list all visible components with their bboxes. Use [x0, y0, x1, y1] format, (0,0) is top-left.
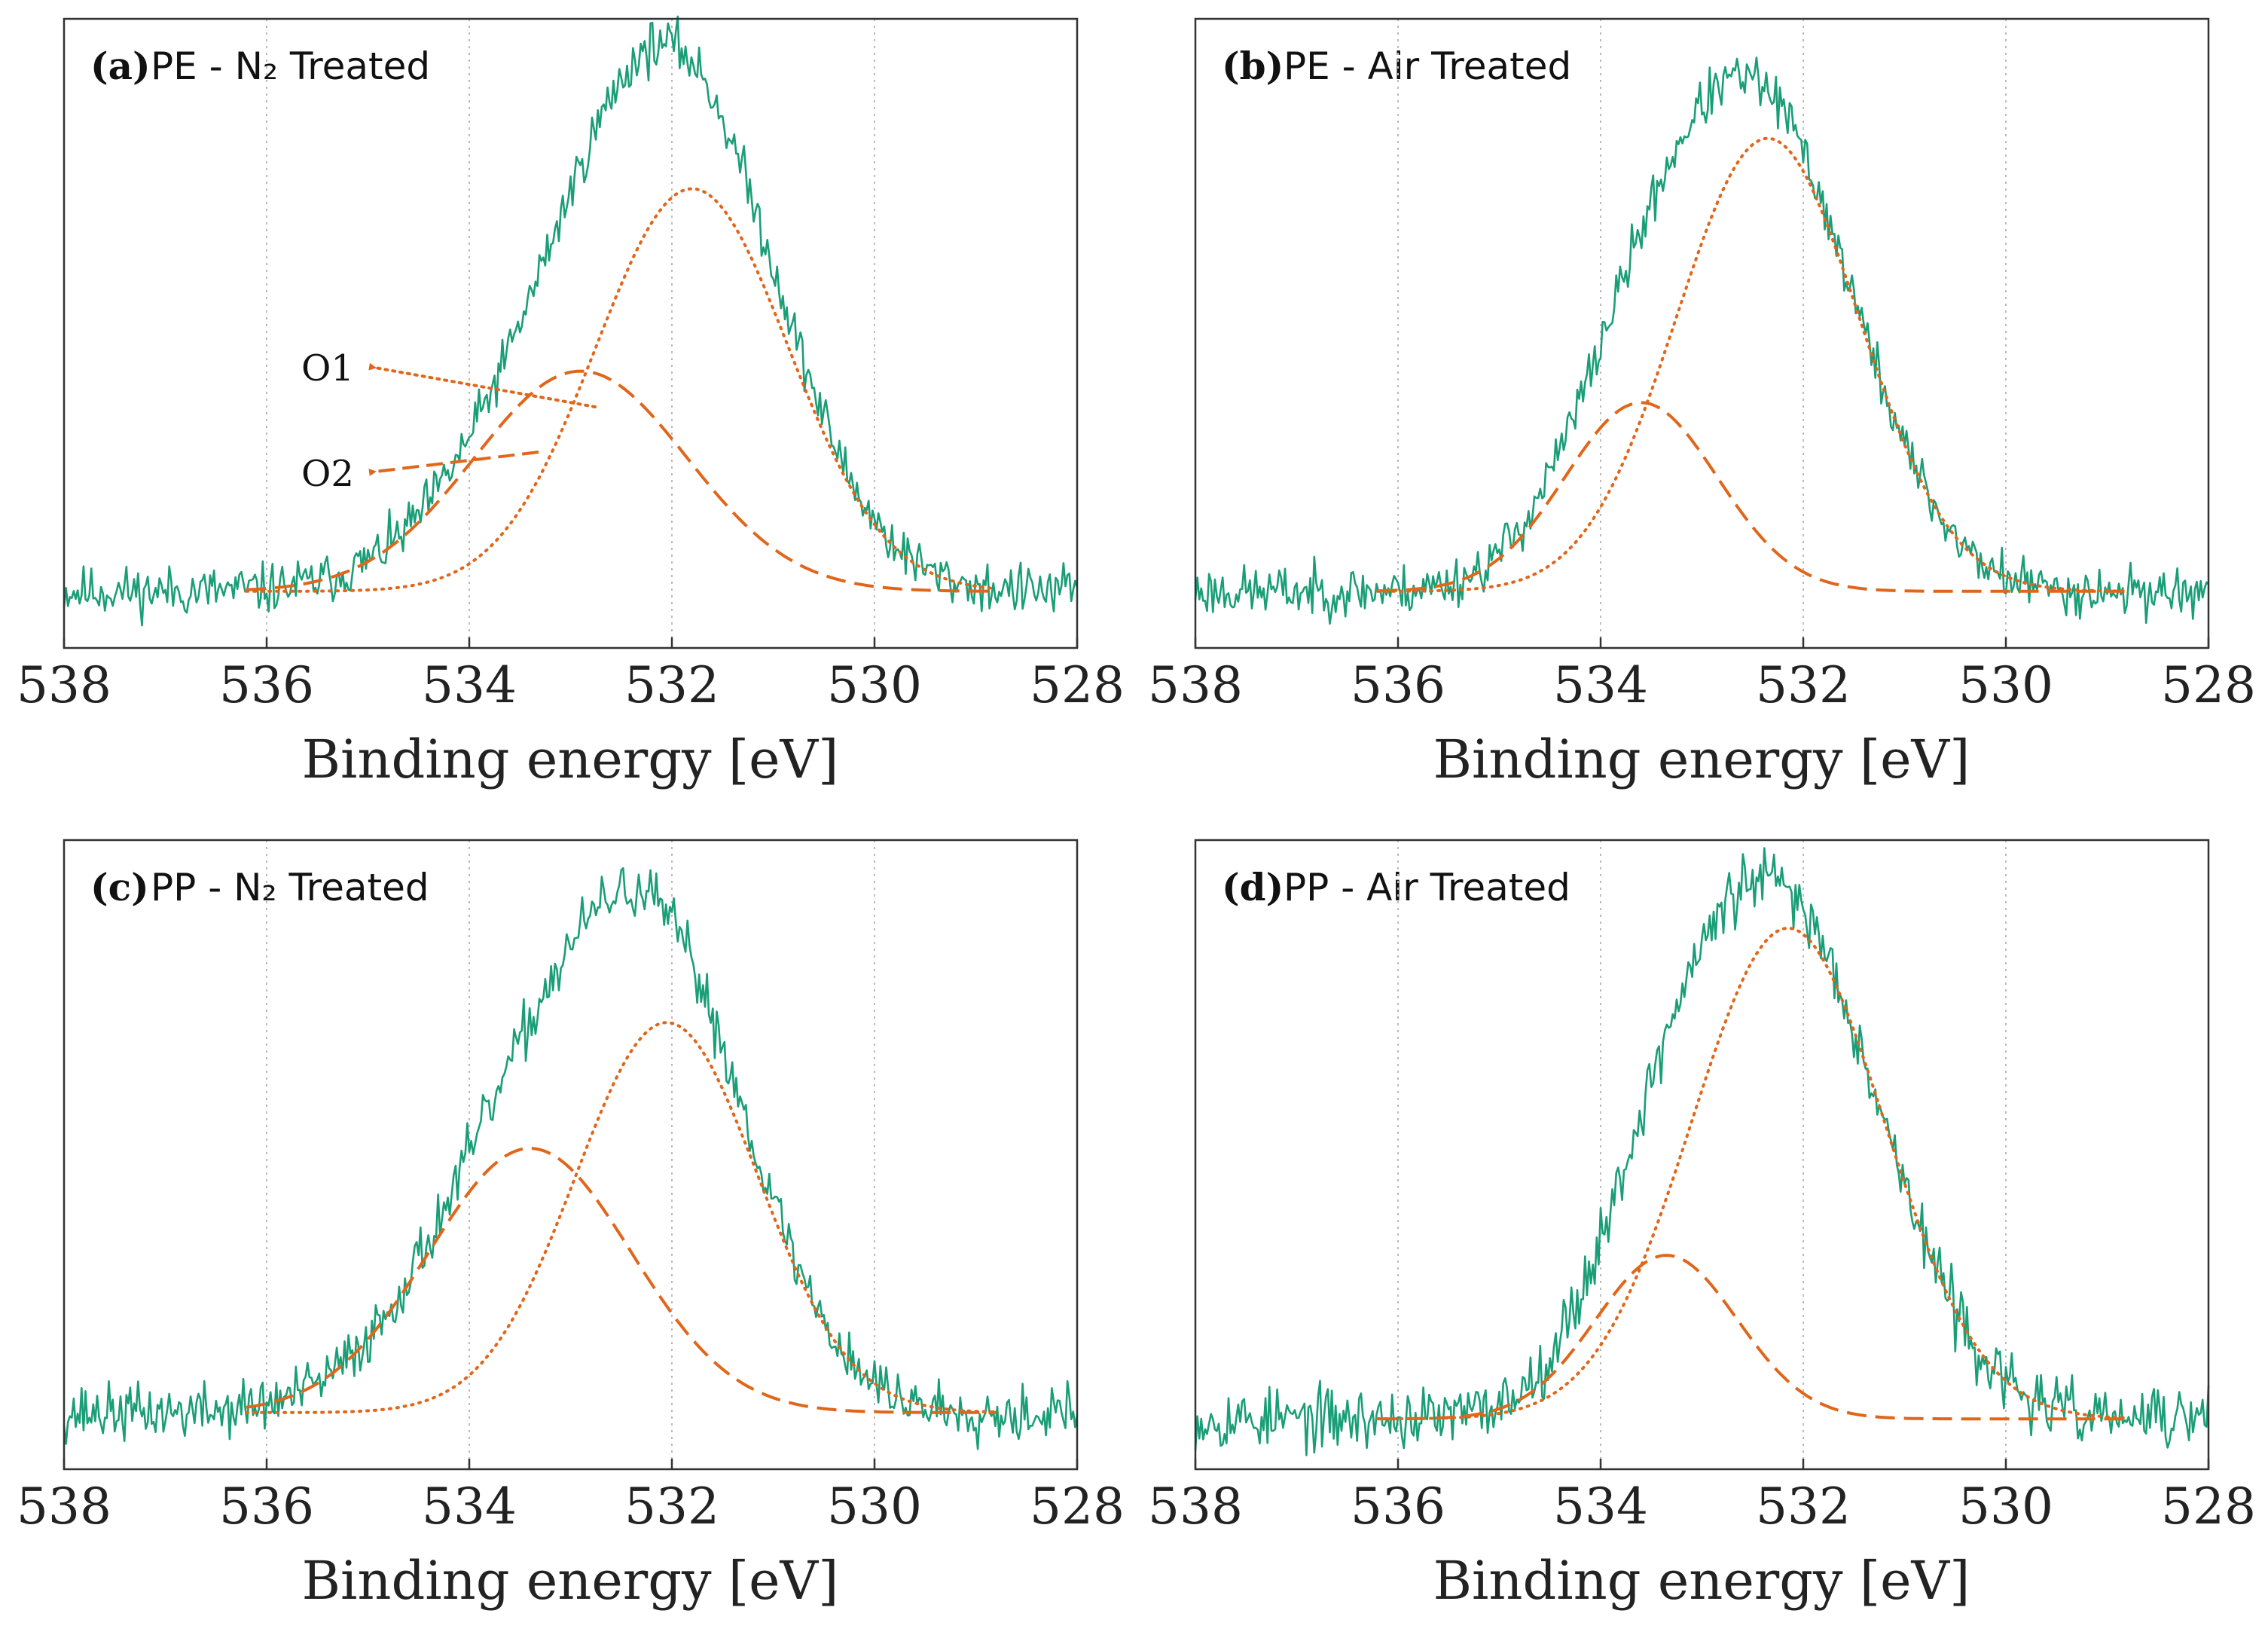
panel-c-tick-label: 528 [1030, 1478, 1125, 1536]
panel-b-tick-label: 534 [1553, 656, 1648, 714]
panel-d-tick-label: 534 [1553, 1478, 1648, 1536]
panel-d-tick-label: 528 [2161, 1478, 2256, 1536]
panel-a-tick-label: 536 [219, 656, 314, 714]
panel-d-xlabel: Binding energy [eV] [1433, 1550, 1970, 1612]
panel-d-letter: (d) [1222, 865, 1284, 909]
panel-b-tick-label: 532 [1756, 656, 1851, 714]
panel-c-tick-label: 538 [17, 1478, 111, 1536]
panel-a-o2-fit-line [246, 369, 997, 593]
panel-b-xlabel: Binding energy [eV] [1433, 729, 1970, 790]
panel-a-tick-label: 534 [422, 656, 517, 714]
panel-a-xlabel: Binding energy [eV] [302, 729, 839, 790]
panel-b-tick-label: 528 [2161, 656, 2256, 714]
panel-c-o2-fit-line [246, 1147, 997, 1414]
panel-b-o1-fit-line [1376, 136, 2129, 593]
panel-d-tick-label: 536 [1351, 1478, 1445, 1536]
panel-c-title: PP - N₂ Treated [151, 866, 429, 909]
panel-a-tick-label: 538 [17, 656, 111, 714]
panel-c-tick-label: 536 [219, 1478, 314, 1536]
panel-a-spectrum-line [63, 15, 1079, 627]
panel-b-letter: (b) [1222, 44, 1284, 88]
panel-c-tick-label: 532 [624, 1478, 719, 1536]
panel-b-tick-label: 538 [1148, 656, 1243, 714]
panel-c: (c) PP - N₂ Treated Binding energy [eV] … [17, 839, 1125, 1612]
panel-d-tick-label: 530 [1958, 1478, 2053, 1536]
panel-c-xlabel: Binding energy [eV] [302, 1550, 839, 1612]
panel-b: (b) PE - Air Treated Binding energy [eV]… [1148, 17, 2256, 790]
panel-b-spectrum-line [1194, 57, 2209, 625]
panel-a-o1-fit-line [245, 187, 998, 593]
annotation-o2-arrow [368, 451, 539, 476]
panel-b-title: PE - Air Treated [1284, 44, 1571, 88]
panel-c-spectrum-line [63, 867, 1079, 1450]
panel-d-tick-label: 538 [1148, 1478, 1243, 1536]
panel-a-tick-label: 530 [827, 656, 922, 714]
annotation-o1-label: O1 [301, 347, 354, 390]
panel-d-tick-label: 532 [1756, 1478, 1851, 1536]
panel-d-o2-fit-line [1378, 1254, 2128, 1421]
panel-b-axes-frame [1194, 17, 2210, 649]
panel-a-axes-frame [63, 17, 1079, 649]
annotation-o2-label: O2 [301, 453, 354, 495]
panel-c-letter: (c) [90, 865, 149, 909]
panel-d: (d) PP - Air Treated Binding energy [eV]… [1148, 839, 2256, 1612]
panel-d-spectrum-line [1194, 847, 2210, 1456]
panel-a-tick-label: 532 [624, 656, 719, 714]
panel-a-letter: (a) [90, 44, 151, 88]
panel-c-tick-label: 534 [422, 1478, 517, 1536]
panel-c-axes-frame [63, 839, 1079, 1471]
panel-b-tick-label: 536 [1351, 656, 1445, 714]
panel-c-o1-fit-line [245, 1021, 998, 1414]
panel-b-tick-label: 530 [1958, 656, 2053, 714]
panel-c-tick-label: 530 [827, 1478, 922, 1536]
panel-d-axes-frame [1194, 839, 2210, 1471]
panel-b-o2-fit-line [1378, 401, 2128, 593]
panel-a-tick-label: 528 [1030, 656, 1125, 714]
panel-d-title: PP - Air Treated [1284, 866, 1571, 909]
panel-a: (a) PE - N₂ Treated Binding energy [eV] … [17, 15, 1125, 790]
panel-a-title: PE - N₂ Treated [151, 44, 430, 88]
panel-d-o1-fit-line [1376, 927, 2129, 1421]
annotation-o1-arrow [368, 362, 597, 408]
